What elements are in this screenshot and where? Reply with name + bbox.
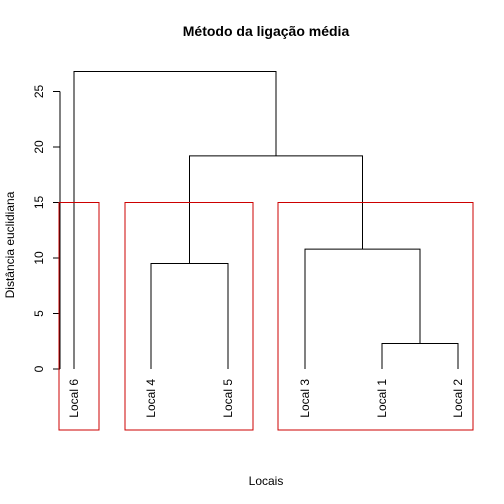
y-tick-label: 20 bbox=[32, 140, 46, 154]
dendrogram-link bbox=[73, 71, 277, 369]
y-axis-label: Distância euclidiana bbox=[3, 191, 17, 298]
leaf-label: Local 5 bbox=[221, 379, 235, 418]
y-tick-label: 25 bbox=[32, 85, 46, 99]
y-tick-label: 15 bbox=[32, 196, 46, 210]
leaf-label: Local 3 bbox=[298, 379, 312, 418]
dendrogram-link bbox=[304, 248, 421, 369]
cluster-box bbox=[58, 202, 100, 431]
chart-title: Método da ligação média bbox=[183, 23, 350, 39]
dendrogram-link bbox=[381, 342, 459, 369]
leaf-label: Local 4 bbox=[144, 379, 158, 418]
cluster-boxes bbox=[58, 202, 474, 431]
y-tick-label: 10 bbox=[32, 251, 46, 265]
y-tick-label: 0 bbox=[32, 365, 46, 372]
cluster-box bbox=[124, 202, 254, 431]
cluster-box bbox=[277, 202, 474, 431]
y-axis: 0 5 10 15 20 25 bbox=[32, 85, 61, 372]
dendrogram-tree bbox=[73, 71, 459, 369]
dendrogram-link bbox=[150, 263, 229, 369]
leaf-label: Local 1 bbox=[375, 379, 389, 418]
leaf-label: Local 6 bbox=[67, 379, 81, 418]
leaf-label: Local 2 bbox=[451, 379, 465, 418]
dendrogram-link bbox=[189, 155, 363, 264]
y-tick-label: 5 bbox=[32, 310, 46, 317]
x-axis-label: Locais bbox=[249, 474, 284, 488]
leaf-labels: Local 6 Local 4 Local 5 Local 3 Local 1 Local… bbox=[67, 379, 465, 418]
